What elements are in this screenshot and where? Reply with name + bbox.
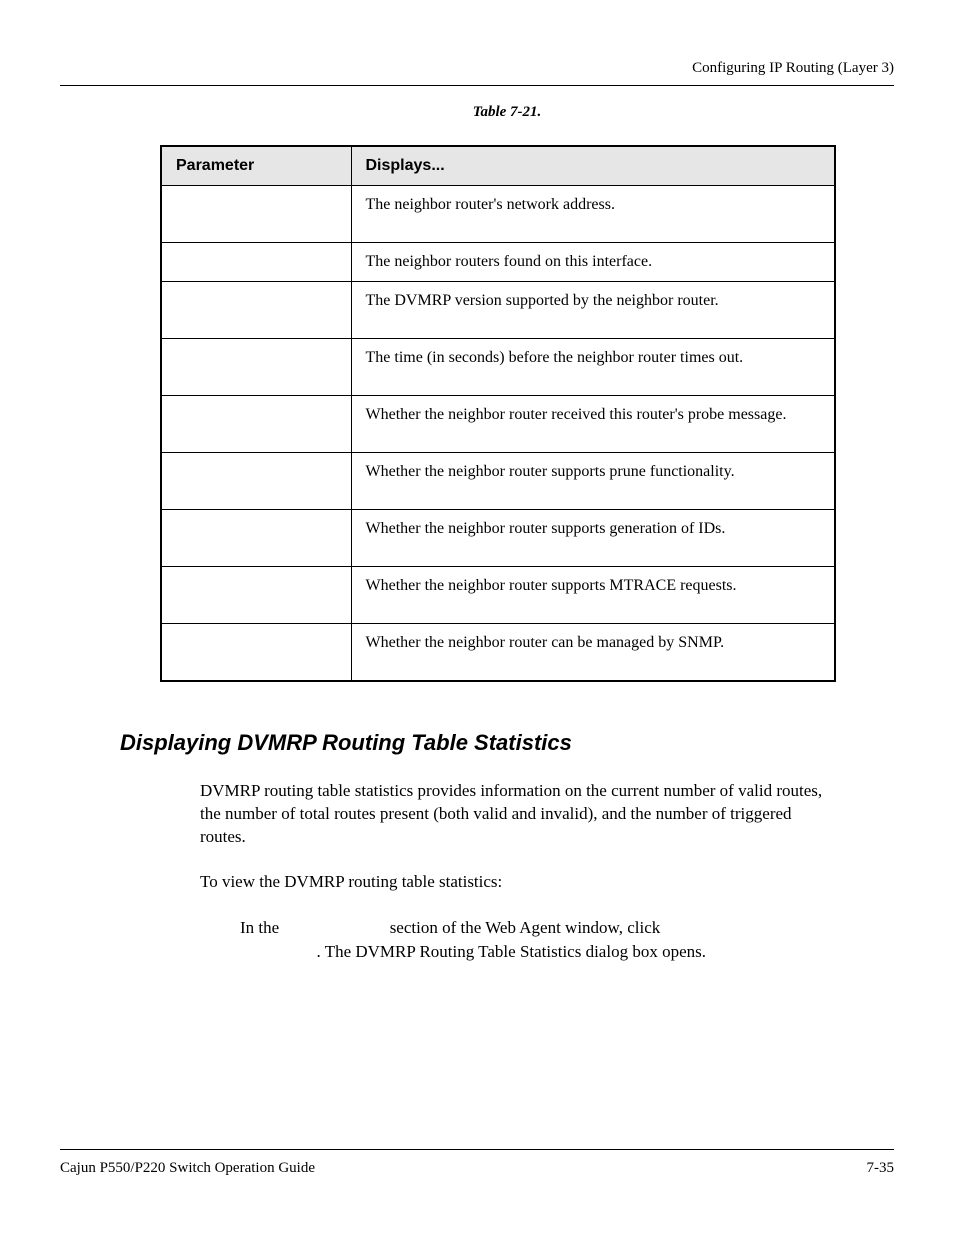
cell-displays: Whether the neighbor router can be manag… (351, 624, 835, 682)
col-header-parameter: Parameter (161, 146, 351, 186)
cell-displays: The time (in seconds) before the neighbo… (351, 339, 835, 396)
footer-page-number: 7-35 (867, 1160, 895, 1177)
cell-displays: The DVMRP version supported by the neigh… (351, 282, 835, 339)
cell-parameter (161, 453, 351, 510)
table-row: Whether the neighbor router can be manag… (161, 624, 835, 682)
table-row: The neighbor routers found on this inter… (161, 243, 835, 282)
cell-parameter (161, 624, 351, 682)
table-row: Whether the neighbor router received thi… (161, 396, 835, 453)
step-block: In the section of the Web Agent window, … (240, 916, 774, 964)
cell-displays: Whether the neighbor router supports gen… (351, 510, 835, 567)
cell-parameter (161, 396, 351, 453)
cell-displays: The neighbor router's network address. (351, 186, 835, 243)
cell-parameter (161, 282, 351, 339)
body-paragraph: DVMRP routing table statistics provides … (200, 780, 834, 849)
table-row: Whether the neighbor router supports MTR… (161, 567, 835, 624)
cell-displays: The neighbor routers found on this inter… (351, 243, 835, 282)
cell-displays: Whether the neighbor router received thi… (351, 396, 835, 453)
table-row: The DVMRP version supported by the neigh… (161, 282, 835, 339)
section-heading: Displaying DVMRP Routing Table Statistic… (120, 730, 894, 756)
cell-displays: Whether the neighbor router supports MTR… (351, 567, 835, 624)
step-text: . The DVMRP Routing Table Statistics dia… (317, 942, 707, 961)
parameter-table: Parameter Displays... The neighbor route… (160, 145, 836, 682)
page-footer: Cajun P550/P220 Switch Operation Guide 7… (60, 1149, 894, 1177)
header-rule (60, 85, 894, 86)
footer-rule (60, 1149, 894, 1150)
step-text: section of the Web Agent window, click (390, 918, 661, 937)
table-row: The time (in seconds) before the neighbo… (161, 339, 835, 396)
step-text: In the (240, 918, 283, 937)
table-row: The neighbor router's network address. (161, 186, 835, 243)
table-row: Whether the neighbor router supports pru… (161, 453, 835, 510)
cell-parameter (161, 339, 351, 396)
cell-parameter (161, 243, 351, 282)
cell-parameter (161, 567, 351, 624)
col-header-displays: Displays... (351, 146, 835, 186)
table-caption: Table 7-21. (120, 104, 894, 121)
table-header-row: Parameter Displays... (161, 146, 835, 186)
table-row: Whether the neighbor router supports gen… (161, 510, 835, 567)
cell-parameter (161, 186, 351, 243)
cell-parameter (161, 510, 351, 567)
chapter-title: Configuring IP Routing (Layer 3) (60, 60, 894, 85)
cell-displays: Whether the neighbor router supports pru… (351, 453, 835, 510)
body-paragraph: To view the DVMRP routing table statisti… (200, 871, 834, 894)
footer-guide-title: Cajun P550/P220 Switch Operation Guide (60, 1160, 315, 1177)
